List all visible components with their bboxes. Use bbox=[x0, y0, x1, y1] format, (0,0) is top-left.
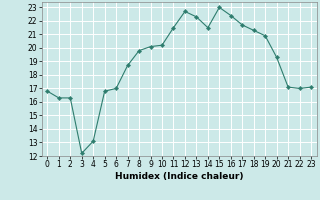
X-axis label: Humidex (Indice chaleur): Humidex (Indice chaleur) bbox=[115, 172, 244, 181]
